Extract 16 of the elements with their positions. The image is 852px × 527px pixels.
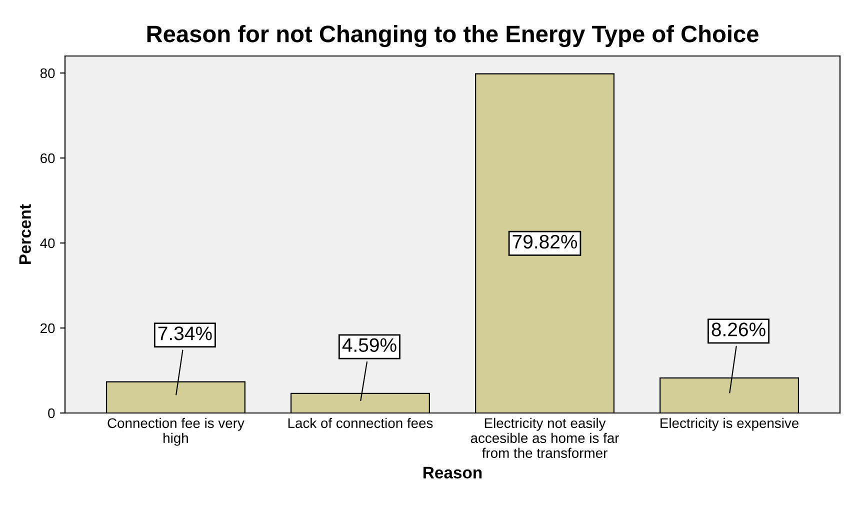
y-tick-label: 0 [48,408,55,418]
x-axis-title: Reason [424,466,482,479]
data-label: 7.34% [158,326,212,340]
x-tick-label: Lack of connection fees [288,418,433,428]
y-tick-label: 60 [40,153,55,164]
y-tick-label: 80 [40,68,55,78]
data-label: 8.26% [712,322,766,336]
chart-title: Reason for not Changing to the Energy Type of Choice [147,25,758,48]
data-label: 79.82% [512,234,578,249]
x-tick-label: Electricity not easily accesible as home is far from the transformer [470,418,620,458]
x-tick-label: Connection fee is very high [108,418,244,446]
y-tick-label: 20 [40,323,55,334]
data-label: 4.59% [342,338,396,352]
x-tick-label: Electricity is expensive [660,418,799,431]
y-tick-label: 40 [40,238,55,248]
y-axis-title: Percent [19,204,31,264]
